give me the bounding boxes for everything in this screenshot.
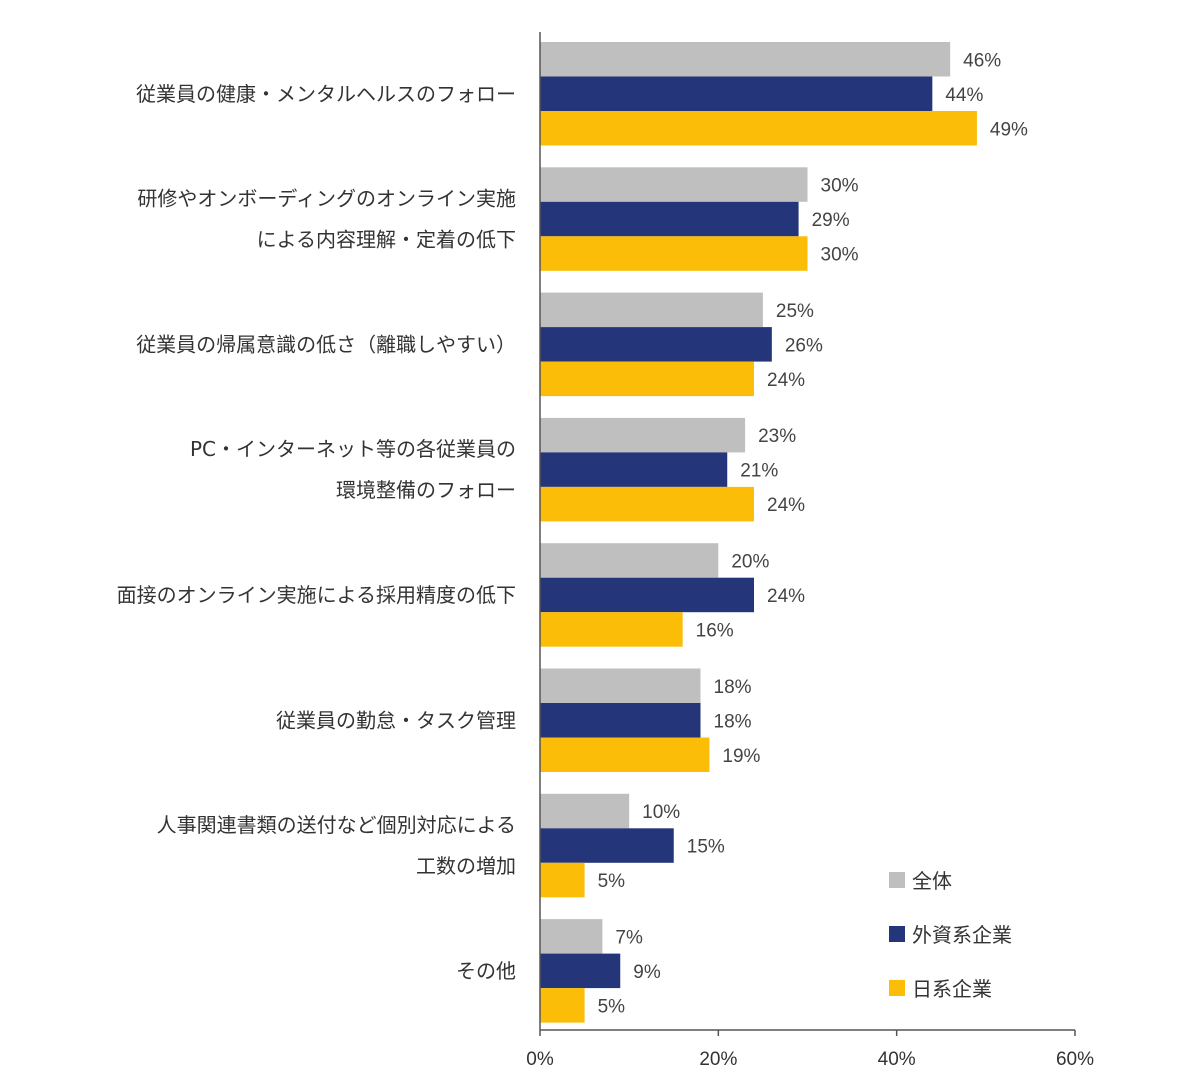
- bar: [540, 452, 728, 487]
- bar: [540, 577, 754, 613]
- bars-layer: 46% 44% 49% 30% 29% 30% 25% 26% 24% 23% 21% 24% 20% 2…: [540, 42, 1028, 1023]
- data-label: 15%: [687, 837, 725, 858]
- legend-swatch: [889, 872, 905, 888]
- bar: [540, 988, 585, 1023]
- bar: [540, 862, 585, 898]
- data-label: 25%: [776, 301, 814, 322]
- data-label: 44%: [945, 85, 983, 106]
- bar: [540, 327, 772, 362]
- bar: [540, 793, 630, 829]
- data-label: 24%: [767, 370, 805, 391]
- data-label: 9%: [633, 962, 661, 983]
- category-label: 従業員の勤怠・タスク管理: [276, 708, 516, 732]
- category-label: その他: [456, 959, 516, 983]
- bar: [540, 668, 701, 703]
- bar: [540, 919, 603, 954]
- data-label: 7%: [615, 927, 643, 948]
- bar: [540, 76, 933, 111]
- data-label: 30%: [821, 245, 859, 266]
- bar: [540, 417, 746, 453]
- data-label: 18%: [714, 677, 752, 698]
- data-label: 19%: [722, 746, 760, 767]
- data-label: 24%: [767, 495, 805, 516]
- legend-label: 日系企業: [912, 977, 992, 1001]
- data-label: 5%: [598, 871, 626, 892]
- data-label: 30%: [821, 176, 859, 197]
- legend-swatch: [889, 926, 905, 942]
- data-label: 10%: [642, 802, 680, 823]
- category-label: 環境整備のフォロー: [336, 478, 516, 502]
- data-label: 18%: [714, 711, 752, 732]
- bar: [540, 42, 951, 77]
- data-label: 23%: [758, 426, 796, 447]
- x-tick-label: 60%: [1056, 1049, 1094, 1070]
- data-label: 16%: [696, 620, 734, 641]
- bar: [540, 737, 710, 772]
- bar: [540, 703, 701, 738]
- bar: [540, 828, 674, 863]
- legend-swatch: [889, 980, 905, 996]
- data-label: 20%: [731, 551, 769, 572]
- category-label: 工数の増加: [416, 854, 516, 878]
- bar: [540, 201, 799, 237]
- category-label: PC・インターネット等の各従業員の: [190, 437, 516, 461]
- data-label: 21%: [740, 461, 778, 482]
- legend-label: 全体: [912, 869, 952, 893]
- bar: [540, 111, 977, 146]
- bar: [540, 167, 808, 202]
- bar: [540, 543, 719, 578]
- category-label: 研修やオンボーディングのオンライン実施: [137, 187, 516, 211]
- data-label: 29%: [812, 210, 850, 231]
- x-tick-label: 20%: [699, 1049, 737, 1070]
- data-label: 46%: [963, 50, 1001, 71]
- bar: [540, 953, 621, 989]
- category-label: 従業員の帰属意識の低さ（離職しやすい）: [136, 332, 516, 356]
- data-label: 5%: [598, 996, 626, 1017]
- bar: [540, 292, 763, 328]
- category-labels: 従業員の健康・メンタルヘルスのフォロー研修やオンボーディングのオンライン実施によ…: [117, 82, 516, 983]
- bar: [540, 612, 683, 647]
- category-label: 面接のオンライン実施による採用精度の低下: [117, 583, 516, 607]
- category-label: 従業員の健康・メンタルヘルスのフォロー: [136, 82, 516, 106]
- bar: [540, 486, 754, 522]
- category-label: による内容理解・定着の低下: [257, 228, 516, 252]
- x-axis: 0% 20% 40% 60%: [526, 32, 1094, 1070]
- data-label: 26%: [785, 335, 823, 356]
- x-tick-label: 40%: [878, 1049, 916, 1070]
- bar: [540, 361, 754, 397]
- data-label: 24%: [767, 586, 805, 607]
- category-label: 人事関連書類の送付など個別対応による: [157, 813, 516, 837]
- x-tick-label: 0%: [526, 1049, 554, 1070]
- bar: [540, 236, 808, 271]
- legend-label: 外資系企業: [912, 923, 1012, 947]
- data-label: 49%: [990, 119, 1028, 140]
